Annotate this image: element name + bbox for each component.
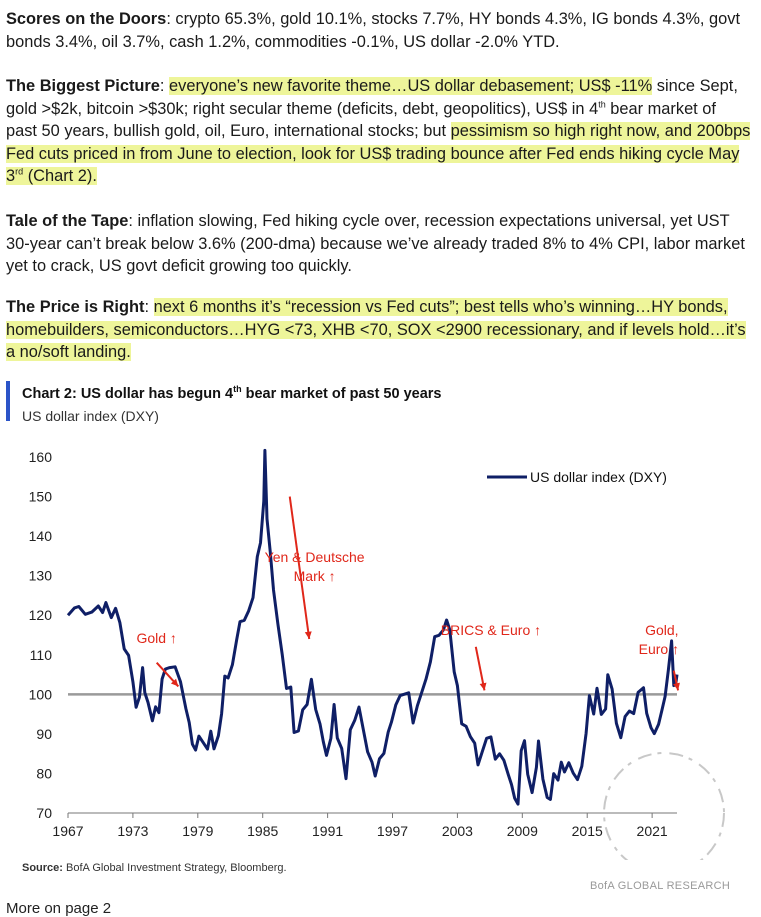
scores-label: Scores on the Doors bbox=[6, 10, 167, 28]
y-tick-label: 70 bbox=[36, 805, 52, 821]
dxy-series-line bbox=[66, 448, 679, 806]
biggest-picture-paragraph: The Biggest Picture: everyone’s new favo… bbox=[6, 75, 751, 188]
annotation-arrowhead bbox=[673, 682, 680, 691]
y-tick-label: 100 bbox=[29, 686, 53, 702]
y-tick-label: 80 bbox=[36, 765, 52, 781]
x-tick-label: 1997 bbox=[377, 823, 408, 839]
chart-title: Chart 2: US dollar has begun 4th bear ma… bbox=[22, 384, 442, 402]
x-axis: 1967 1973 1979 1985 1991 1997 2003 2009 2015 2021 bbox=[52, 813, 668, 839]
tale-of-the-tape-paragraph: Tale of the Tape: inflation slowing, Fed… bbox=[6, 210, 751, 278]
chart-accent-bar bbox=[6, 381, 10, 421]
scores-text: : crypto 65.3%, gold 10.1%, stocks 7.7%,… bbox=[6, 10, 741, 51]
y-tick-label: 120 bbox=[29, 607, 53, 623]
watermark-stamp bbox=[603, 752, 725, 860]
x-tick-label: 2015 bbox=[572, 823, 603, 839]
source-text: BofA Global Investment Strategy, Bloombe… bbox=[62, 862, 287, 874]
price-is-right-paragraph: The Price is Right: next 6 months it’s “… bbox=[6, 296, 751, 364]
source-label: Source: bbox=[22, 862, 63, 874]
annotation-label: Gold ↑ bbox=[136, 630, 176, 646]
chart-subtitle: US dollar index (DXY) bbox=[22, 408, 159, 424]
bofa-watermark: BofA GLOBAL RESEARCH bbox=[590, 880, 731, 892]
x-tick-label: 1967 bbox=[52, 823, 83, 839]
y-tick-label: 140 bbox=[29, 528, 53, 544]
stamp-ring bbox=[603, 752, 725, 860]
highlight-debasement: everyone’s new favorite theme…US dollar … bbox=[169, 77, 653, 95]
y-axis: 70 80 90 100 110 120 130 140 150 160 bbox=[29, 449, 53, 821]
annotation-arrow bbox=[288, 496, 311, 640]
annotation-arrowhead bbox=[304, 631, 312, 639]
superscript: th bbox=[598, 99, 606, 110]
biggest-picture-label: The Biggest Picture bbox=[6, 77, 160, 95]
annotation-label: Yen & Deutsche bbox=[265, 549, 365, 565]
y-tick-label: 160 bbox=[29, 449, 53, 465]
biggest-picture-text-a: since Sept, gold >$2k, bitcoin >$30k; ri… bbox=[6, 77, 738, 118]
y-tick-label: 90 bbox=[36, 726, 52, 742]
annotation-label: BRICS & Euro ↑ bbox=[441, 622, 541, 638]
legend-label: US dollar index (DXY) bbox=[530, 469, 667, 485]
price-label: The Price is Right bbox=[6, 298, 145, 316]
highlight-pessimism-text: pessimism so high right now, and 200bps … bbox=[6, 122, 751, 186]
x-tick-label: 1985 bbox=[247, 823, 278, 839]
biggest-picture-text-b: bear market of past 50 years, bullish go… bbox=[6, 99, 716, 141]
source-note: Source: BofA Global Investment Strategy,… bbox=[22, 862, 287, 874]
y-tick-label: 110 bbox=[30, 647, 53, 663]
annotations: Gold ↑ Yen & Deutsche Mark ↑ BRICS & Euro ↑… bbox=[136, 496, 680, 691]
legend: US dollar index (DXY) bbox=[487, 469, 667, 485]
annotation-label: Mark ↑ bbox=[294, 568, 336, 584]
x-tick-label: 1973 bbox=[117, 823, 148, 839]
superscript: th bbox=[233, 384, 242, 395]
y-tick-label: 150 bbox=[29, 489, 53, 505]
y-tick-label: 130 bbox=[29, 568, 53, 584]
more-on-page-link[interactable]: More on page 2 bbox=[6, 900, 112, 917]
x-tick-label: 2021 bbox=[637, 823, 668, 839]
chart-title-text-end: bear market of past 50 years bbox=[241, 386, 442, 402]
annotation-label: Euro ↑ bbox=[639, 641, 679, 657]
chart-title-text: Chart 2: US dollar has begun 4 bbox=[22, 386, 234, 402]
x-tick-label: 2003 bbox=[442, 823, 473, 839]
scores-paragraph: Scores on the Doors: crypto 65.3%, gold … bbox=[6, 8, 751, 53]
annotation-arrow bbox=[474, 646, 486, 691]
colon: : bbox=[144, 298, 150, 316]
dxy-line-chart: 70 80 90 100 110 120 130 140 150 160 1967 1973 1979… bbox=[29, 448, 725, 860]
annotation-arrowhead bbox=[170, 678, 179, 687]
x-tick-label: 1979 bbox=[182, 823, 213, 839]
x-tick-label: 1991 bbox=[312, 823, 343, 839]
superscript: rd bbox=[15, 166, 24, 177]
highlight-pessimism-end: (Chart 2). bbox=[23, 167, 97, 186]
colon: : bbox=[159, 77, 165, 95]
annotation-label: Gold, bbox=[645, 622, 678, 638]
x-tick-label: 2009 bbox=[507, 823, 538, 839]
annotation-arrowhead bbox=[479, 682, 487, 691]
tale-label: Tale of the Tape bbox=[6, 212, 129, 230]
tale-text: : inflation slowing, Fed hiking cycle ov… bbox=[6, 212, 745, 276]
